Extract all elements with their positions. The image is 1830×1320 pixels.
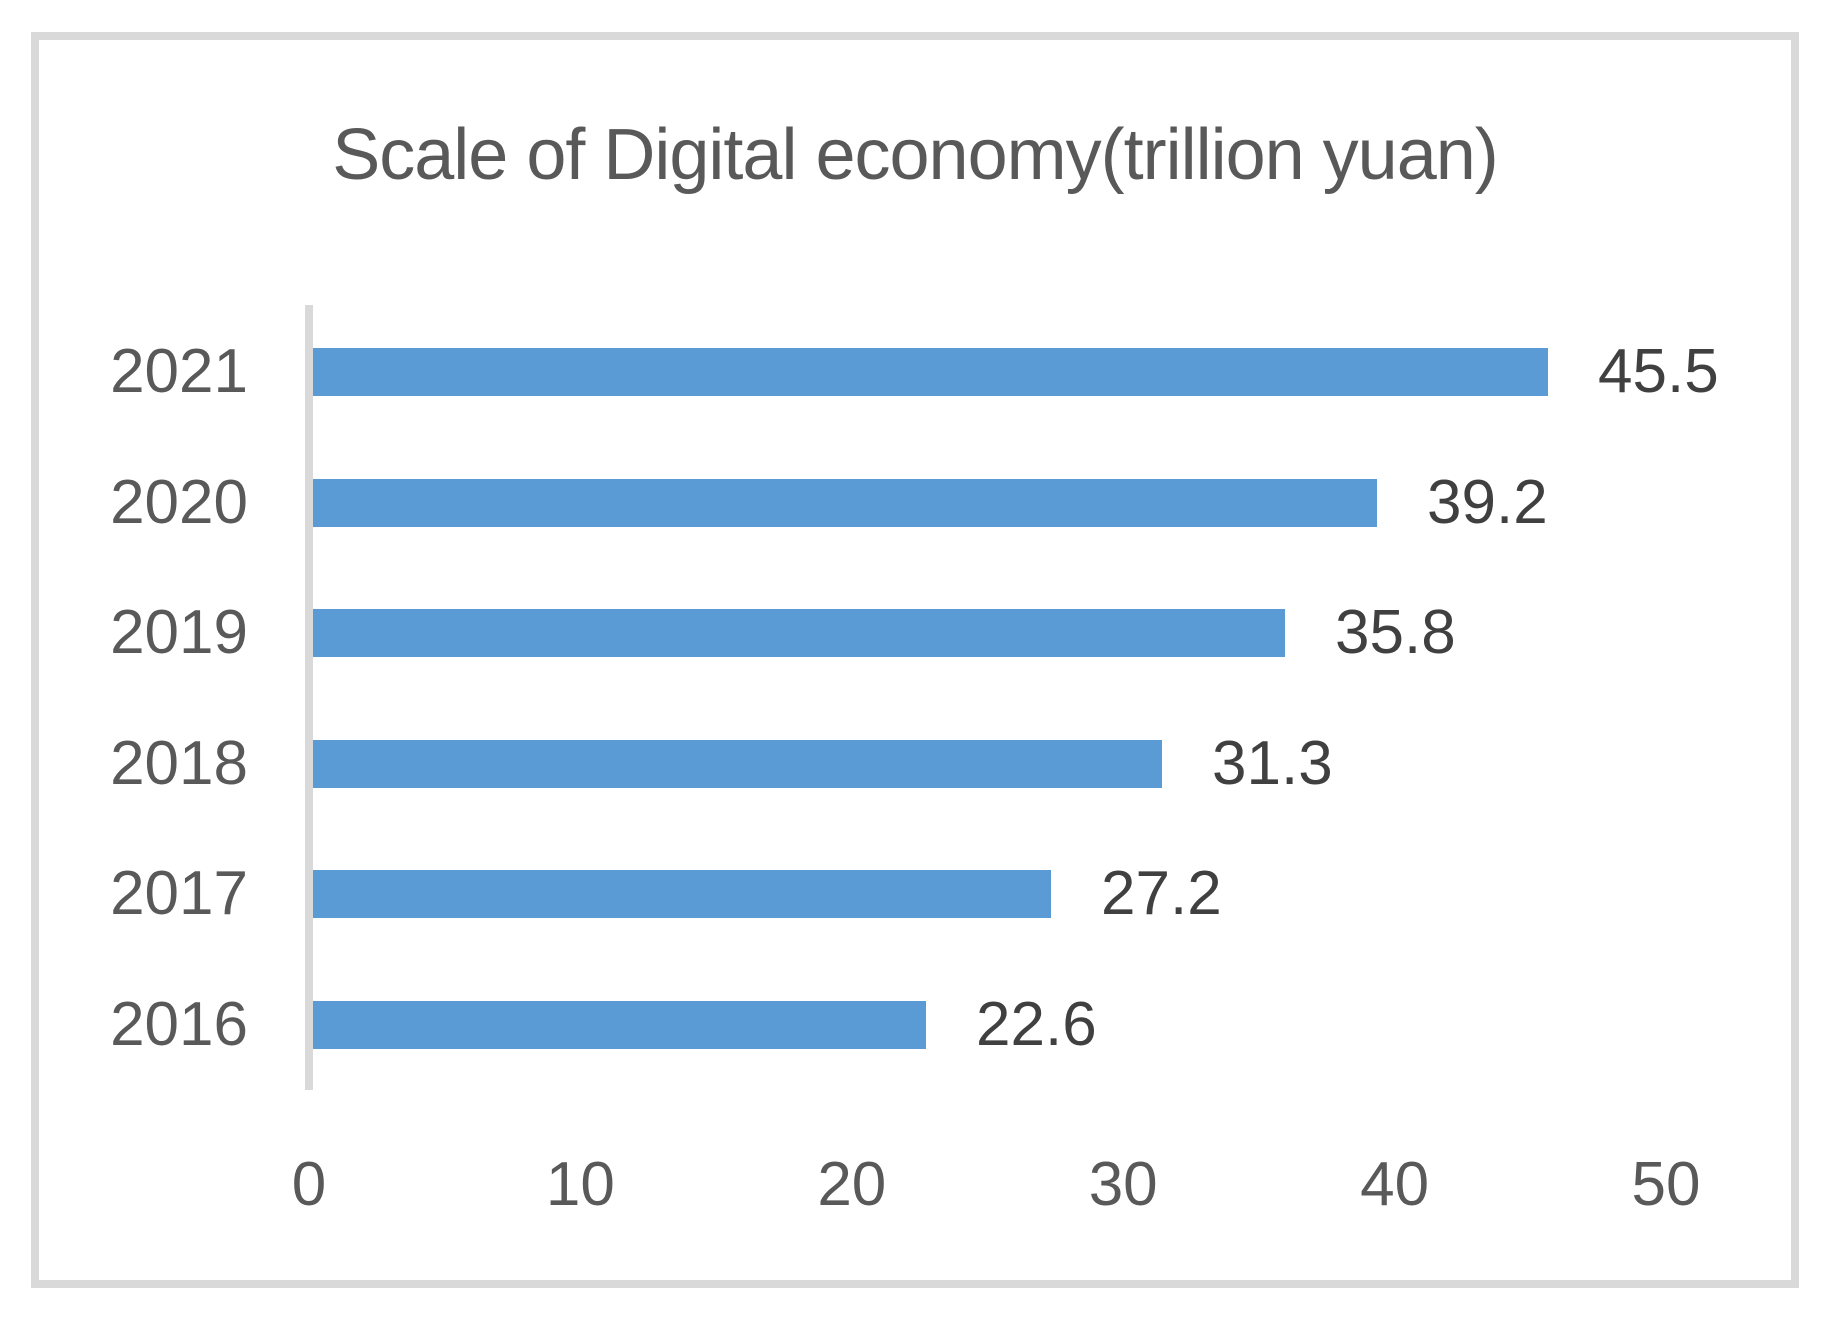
- value-label: 35.8: [1335, 598, 1456, 668]
- chart-title: Scale of Digital economy(trillion yuan): [332, 115, 1499, 195]
- category-label: 2017: [110, 859, 248, 929]
- x-axis-tick-label: 50: [1631, 1150, 1701, 1219]
- category-label: 2019: [110, 598, 248, 668]
- bar: [313, 1001, 926, 1049]
- x-axis-tick-label: 40: [1360, 1150, 1430, 1219]
- x-axis-tick-label: 10: [545, 1150, 615, 1219]
- category-label: 2021: [110, 337, 248, 406]
- bar: [313, 870, 1051, 919]
- value-label: 31.3: [1212, 728, 1333, 798]
- value-label: 27.2: [1101, 859, 1222, 929]
- value-label: 39.2: [1427, 467, 1548, 537]
- x-axis-tick-label: 20: [817, 1150, 887, 1219]
- category-label: 2020: [110, 467, 248, 537]
- category-label: 2016: [110, 990, 248, 1059]
- x-axis-tick-label: 0: [291, 1150, 327, 1219]
- value-label: 45.5: [1598, 337, 1719, 406]
- x-axis-tick-label: 30: [1088, 1150, 1158, 1219]
- bar: [313, 609, 1285, 658]
- bar: [313, 478, 1377, 527]
- chart-frame: [31, 32, 1799, 1288]
- y-axis-line: [305, 305, 313, 1090]
- bar: [313, 348, 1548, 396]
- value-label: 22.6: [976, 990, 1097, 1059]
- category-label: 2018: [110, 728, 248, 798]
- bar: [313, 739, 1162, 788]
